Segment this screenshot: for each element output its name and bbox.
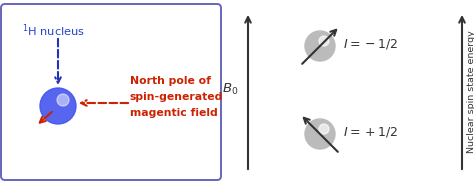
FancyBboxPatch shape [1,4,221,180]
Circle shape [305,31,335,61]
Circle shape [57,94,69,106]
Text: $I = +1/2$: $I = +1/2$ [343,125,398,139]
Text: magentic field: magentic field [130,108,218,118]
Text: $I = -1/2$: $I = -1/2$ [343,37,398,51]
Text: spin-generated: spin-generated [130,92,223,102]
Text: North pole of: North pole of [130,76,211,86]
Text: Nuclear spin state energy: Nuclear spin state energy [467,31,474,153]
Circle shape [305,119,335,149]
Text: $^1$H nucleus: $^1$H nucleus [22,22,85,39]
Circle shape [319,36,329,46]
Circle shape [319,124,329,134]
Circle shape [40,88,76,124]
Text: $B_0$: $B_0$ [222,82,238,97]
